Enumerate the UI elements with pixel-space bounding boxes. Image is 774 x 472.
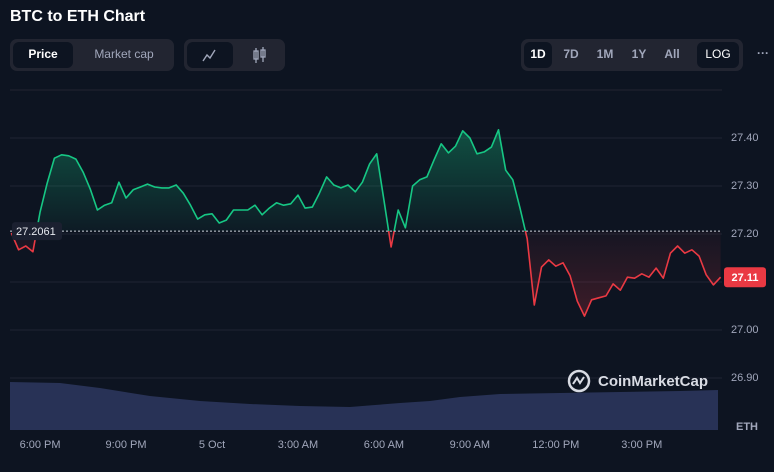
range-7d[interactable]: 7D <box>563 47 579 61</box>
watermark-text: CoinMarketCap <box>598 373 708 390</box>
baseline-label: 27.2061 <box>16 226 56 238</box>
watermark: CoinMarketCap <box>567 369 708 393</box>
x-tick-label: 6:00 AM <box>364 439 404 451</box>
last-price-label: 27.11 <box>732 272 759 284</box>
line-icon[interactable] <box>202 49 216 62</box>
baseline-label-bg <box>12 222 62 241</box>
range-1d[interactable]: 1D <box>530 47 546 61</box>
x-tick-label: 5 Oct <box>199 439 225 451</box>
range-1y[interactable]: 1Y <box>632 47 647 61</box>
range-all[interactable]: All <box>664 47 679 61</box>
x-tick-label: 9:00 PM <box>106 439 147 451</box>
log-button[interactable]: LOG <box>705 47 730 61</box>
more-button[interactable]: ··· <box>757 46 769 60</box>
tab-market-cap[interactable]: Market cap <box>94 47 154 61</box>
y-tick-label: 26.90 <box>731 372 759 384</box>
chart-title: BTC to ETH Chart <box>10 8 146 25</box>
range-1m[interactable]: 1M <box>597 47 614 61</box>
volume-area <box>10 382 718 430</box>
x-tick-label: 3:00 AM <box>278 439 318 451</box>
x-tick-label: 12:00 PM <box>532 439 579 451</box>
x-tick-label: 9:00 AM <box>450 439 490 451</box>
last-price-bg <box>724 267 766 288</box>
y-tick-label: 27.30 <box>731 180 759 192</box>
x-tick-label: 6:00 PM <box>20 439 61 451</box>
y-unit: ETH <box>736 421 758 433</box>
y-tick-label: 27.40 <box>731 132 759 144</box>
tab-active-bg <box>13 42 73 68</box>
type-active-bg <box>187 42 233 68</box>
range-group <box>521 39 743 71</box>
tab-price[interactable]: Price <box>28 47 58 61</box>
price-area <box>11 129 721 317</box>
y-tick-label: 27.00 <box>731 324 759 336</box>
price-line <box>10 129 722 317</box>
y-tick-label: 27.20 <box>731 228 759 240</box>
log-bg <box>697 42 739 68</box>
range-active-bg <box>524 42 552 68</box>
candle-icon[interactable] <box>253 47 266 63</box>
x-tick-label: 3:00 PM <box>621 439 662 451</box>
